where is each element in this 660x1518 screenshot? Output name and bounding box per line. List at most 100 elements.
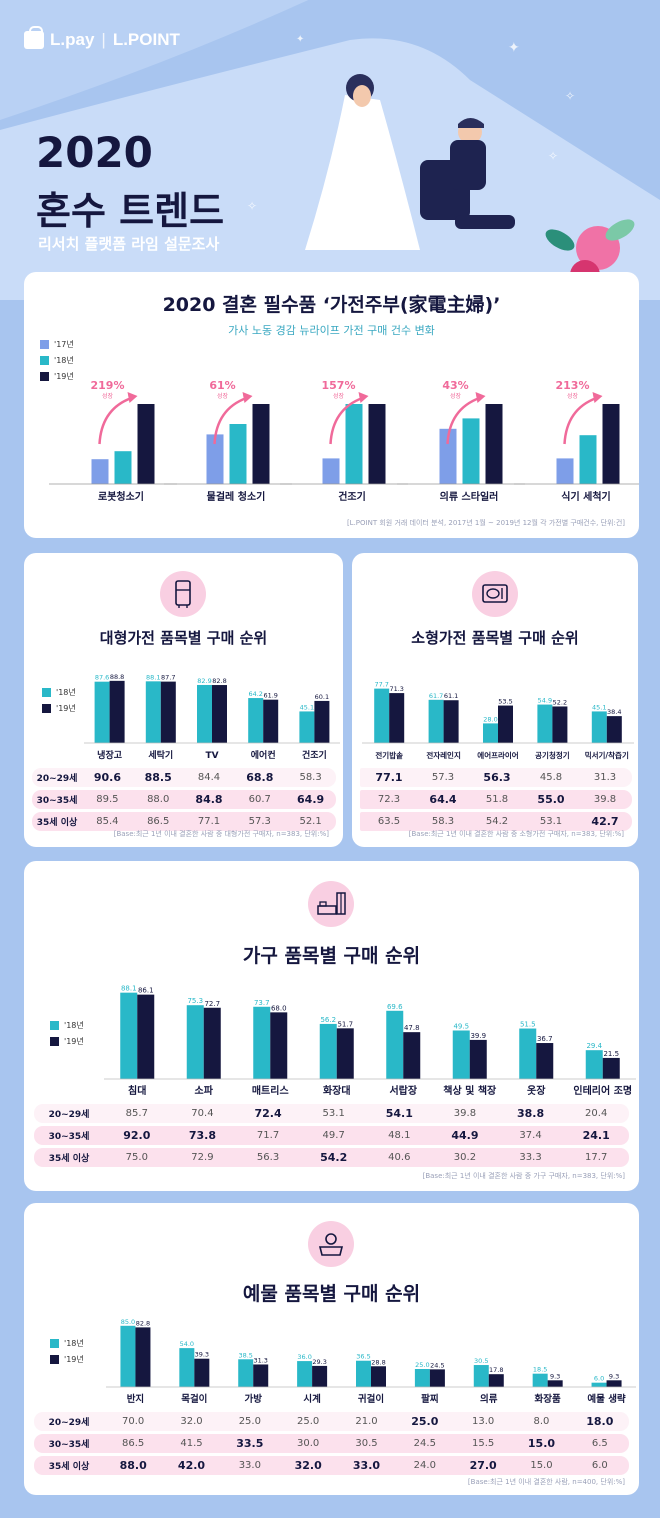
bar-'18년	[248, 698, 264, 743]
growth-value: 43%	[442, 379, 468, 392]
bar-'18년	[428, 699, 444, 743]
data-label: 69.6	[387, 1003, 403, 1011]
age-group-label: 20~29세	[32, 768, 82, 787]
bar-'18년	[120, 1325, 136, 1387]
category-label: 반지	[127, 1393, 144, 1405]
legend-swatch	[50, 1020, 59, 1030]
legend-item: '17년	[40, 336, 74, 352]
table-cell: 44.9	[432, 1126, 498, 1145]
data-label: 49.5	[453, 1022, 469, 1030]
legend-swatch	[42, 687, 51, 697]
bar-'17년	[439, 428, 457, 484]
table-cell: 88.5	[132, 768, 184, 787]
bar-'19년	[389, 693, 405, 743]
bar-'19년	[312, 1365, 328, 1387]
data-label: 88.1	[146, 673, 160, 681]
bar-'18년	[537, 704, 553, 743]
category-label: 목걸이	[181, 1393, 207, 1405]
table-cell: 41.5	[162, 1434, 221, 1453]
furniture-table: 20~29세 85.7 70.4 72.4 53.1 54.1 39.8 38.8 20.4 30…	[34, 1101, 629, 1170]
bar-'18년	[374, 688, 390, 743]
table-row: 63.5 58.3 54.2 53.1 42.7	[360, 812, 632, 831]
legend-item: '18년	[42, 684, 76, 700]
table-cell: 31.3	[578, 768, 632, 787]
growth-arrow-head	[127, 392, 138, 403]
furniture-note: [Base:최근 1년 이내 결혼한 사람 중 가구 구매자, n=383, 단…	[422, 1172, 625, 1180]
table-cell: 30.0	[278, 1434, 338, 1453]
legend-label: '19년	[64, 1036, 84, 1046]
bar-'19년	[602, 404, 620, 484]
bar-'18년	[462, 418, 480, 484]
table-cell: 8.0	[512, 1412, 571, 1431]
data-label: 54.0	[180, 1340, 194, 1348]
data-label: 18.5	[533, 1366, 547, 1374]
data-label: 30.5	[474, 1357, 488, 1365]
table-cell: 39.8	[578, 790, 632, 809]
table-cell: 17.7	[563, 1148, 629, 1167]
gifts-chart: 85.0 82.8 반지 54.039.3 목걸이 38.531.3 가방 36.029.3 시…	[106, 1318, 636, 1405]
data-label: 53.5	[498, 698, 512, 706]
data-label: 17.8	[489, 1366, 503, 1374]
small-appliance-title: 소형가전 품목별 구매 순위	[411, 629, 579, 647]
legend-swatch	[40, 371, 49, 381]
table-cell: 70.4	[169, 1104, 236, 1123]
data-label: 61.7	[429, 692, 443, 700]
bar-'19년	[137, 404, 155, 484]
data-label: 47.8	[404, 1024, 420, 1032]
age-group-label: 30~35세	[34, 1434, 104, 1453]
growth-arrow	[98, 396, 132, 445]
data-label: 36.0	[297, 1353, 311, 1361]
legend-item: '18년	[40, 352, 74, 368]
table-cell: 84.4	[183, 768, 235, 787]
bar-'19년	[498, 705, 513, 743]
legend-label: '18년	[56, 687, 76, 697]
table-cell: 86.5	[104, 1434, 163, 1453]
bar-'19년	[160, 681, 176, 743]
data-label: 88.8	[110, 673, 124, 681]
data-label: 60.1	[315, 693, 329, 701]
brand-separator: |	[101, 30, 106, 49]
table-row: 30~35세 89.5 88.0 84.8 60.7 64.9	[32, 790, 336, 809]
table-cell: 24.1	[563, 1126, 629, 1145]
growth-value: 219%	[91, 379, 125, 392]
bar-'18년	[145, 681, 161, 743]
table-cell: 85.7	[104, 1104, 170, 1123]
bar-'19년	[536, 1043, 554, 1079]
legend-swatch	[42, 703, 51, 713]
table-row: 30~35세 86.5 41.5 33.5 30.0 30.5 24.5 15.5 15.0 6.…	[34, 1434, 629, 1453]
age-group-label: 35세 이상	[34, 1456, 104, 1475]
category-label: 서랍장	[389, 1084, 417, 1097]
bar-'18년	[197, 684, 212, 743]
table-cell: 6.5	[570, 1434, 629, 1453]
growth-arrow	[446, 396, 480, 445]
table-row: 35세 이상 85.4 86.5 77.1 57.3 52.1	[32, 812, 336, 831]
growth-value: 61%	[209, 379, 235, 392]
table-cell: 27.0	[453, 1456, 513, 1475]
svg-text:✦: ✦	[296, 34, 304, 45]
age-group-label: 30~35세	[34, 1126, 104, 1145]
data-label: 28.8	[371, 1358, 385, 1366]
age-group-label: 30~35세	[32, 790, 82, 809]
furniture-title: 가구 품목별 구매 순위	[242, 945, 421, 967]
growth-arrow	[213, 396, 247, 445]
data-label: 9.3	[609, 1372, 619, 1380]
bar-'18년	[585, 1050, 603, 1079]
data-label: 52.2	[553, 698, 567, 706]
bar-'19년	[602, 1057, 620, 1079]
age-group-label: 35세 이상	[32, 812, 82, 831]
shopping-bag-icon	[24, 26, 44, 49]
large-appliance-table: 20~29세 90.6 88.5 84.4 68.8 58.3 30~35세 89.5 88.0…	[32, 765, 336, 834]
category-label: 전자레인지	[426, 750, 461, 760]
category-label: 냉장고	[97, 749, 122, 761]
legend-swatch	[50, 1338, 59, 1348]
bar-'19년	[137, 994, 155, 1079]
bar-'18년	[386, 1010, 404, 1079]
bar-'19년	[263, 699, 279, 743]
data-label: 36.5	[356, 1353, 370, 1361]
sparkle-icons: ✦ ✧ ✧ ✧ ✦	[247, 34, 575, 213]
bar-'18년	[345, 404, 363, 484]
growth-arrow	[563, 396, 597, 445]
small-appliance-chart: 77.771.3 전기밥솥 61.7 61.1 전자레인지 28.0 53.5 에어프라이어 5…	[362, 681, 634, 760]
table-cell: 45.8	[524, 768, 578, 787]
data-label: 6.0	[594, 1375, 604, 1383]
